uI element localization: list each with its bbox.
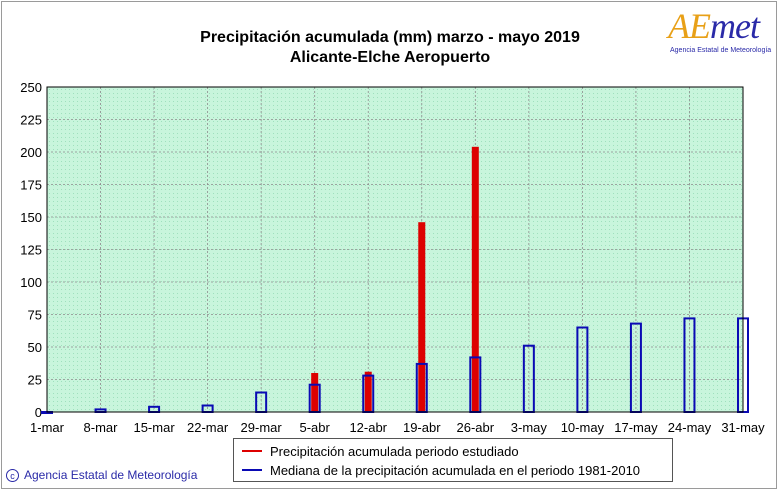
y-tick-label: 250 bbox=[20, 80, 42, 95]
y-tick-label: 150 bbox=[20, 210, 42, 225]
legend-swatch-median bbox=[242, 469, 262, 471]
logo-subtitle: Agencia Estatal de Meteorología bbox=[670, 47, 772, 54]
x-tick-label: 17-may bbox=[614, 420, 658, 435]
x-tick-label: 15-mar bbox=[133, 420, 175, 435]
legend-swatch-observed bbox=[242, 450, 262, 452]
x-tick-label: 19-abr bbox=[403, 420, 441, 435]
observed-bar bbox=[471, 146, 479, 413]
y-tick-label: 175 bbox=[20, 178, 42, 193]
x-tick-label: 31-may bbox=[721, 420, 765, 435]
logo-met: met bbox=[709, 6, 760, 46]
observed-bar bbox=[311, 373, 319, 412]
x-tick-label: 1-mar bbox=[30, 420, 65, 435]
x-tick-label: 24-may bbox=[668, 420, 712, 435]
y-tick-label: 0 bbox=[35, 405, 42, 420]
x-tick-label: 26-abr bbox=[457, 420, 495, 435]
x-tick-label: 10-may bbox=[561, 420, 605, 435]
x-tick-label: 12-abr bbox=[349, 420, 387, 435]
logo-wordmark: AEmet bbox=[668, 6, 760, 46]
x-tick-label: 22-mar bbox=[187, 420, 229, 435]
aemet-logo: AEmet Agencia Estatal de Meteorología bbox=[668, 6, 772, 62]
legend-item-median: Mediana de la precipitación acumulada en… bbox=[242, 461, 640, 479]
title-line-2: Alicante-Elche Aeropuerto bbox=[289, 49, 491, 66]
chart-legend: Precipitación acumulada periodo estudiad… bbox=[233, 438, 673, 482]
legend-label-median: Mediana de la precipitación acumulada en… bbox=[270, 462, 641, 478]
y-tick-label: 100 bbox=[20, 275, 42, 290]
y-tick-label: 225 bbox=[20, 113, 42, 128]
x-tick-label: 29-mar bbox=[241, 420, 283, 435]
footer-text: Agencia Estatal de Meteorología bbox=[24, 468, 198, 482]
y-tick-label: 50 bbox=[28, 340, 42, 355]
plot-border bbox=[46, 86, 744, 413]
x-tick-label: 8-mar bbox=[84, 420, 119, 435]
chart-title: Precipitación acumulada (mm) marzo - may… bbox=[0, 28, 780, 68]
title-line-1: Precipitación acumulada (mm) marzo - may… bbox=[200, 29, 580, 46]
x-tick-label: 3-may bbox=[511, 420, 548, 435]
footer-credit: c Agencia Estatal de Meteorología bbox=[6, 468, 197, 482]
y-tick-label: 75 bbox=[28, 308, 42, 323]
legend-label-observed: Precipitación acumulada periodo estudiad… bbox=[270, 443, 519, 459]
observed-bar bbox=[418, 222, 426, 412]
y-tick-label: 125 bbox=[20, 243, 42, 258]
y-tick-label: 25 bbox=[28, 373, 42, 388]
legend-item-observed: Precipitación acumulada periodo estudiad… bbox=[242, 442, 519, 460]
observed-bar bbox=[364, 371, 372, 412]
x-tick-label: 5-abr bbox=[300, 420, 331, 435]
logo-ae: AE bbox=[668, 6, 711, 46]
y-tick-label: 200 bbox=[20, 145, 42, 160]
copyright-icon: c bbox=[6, 468, 19, 482]
